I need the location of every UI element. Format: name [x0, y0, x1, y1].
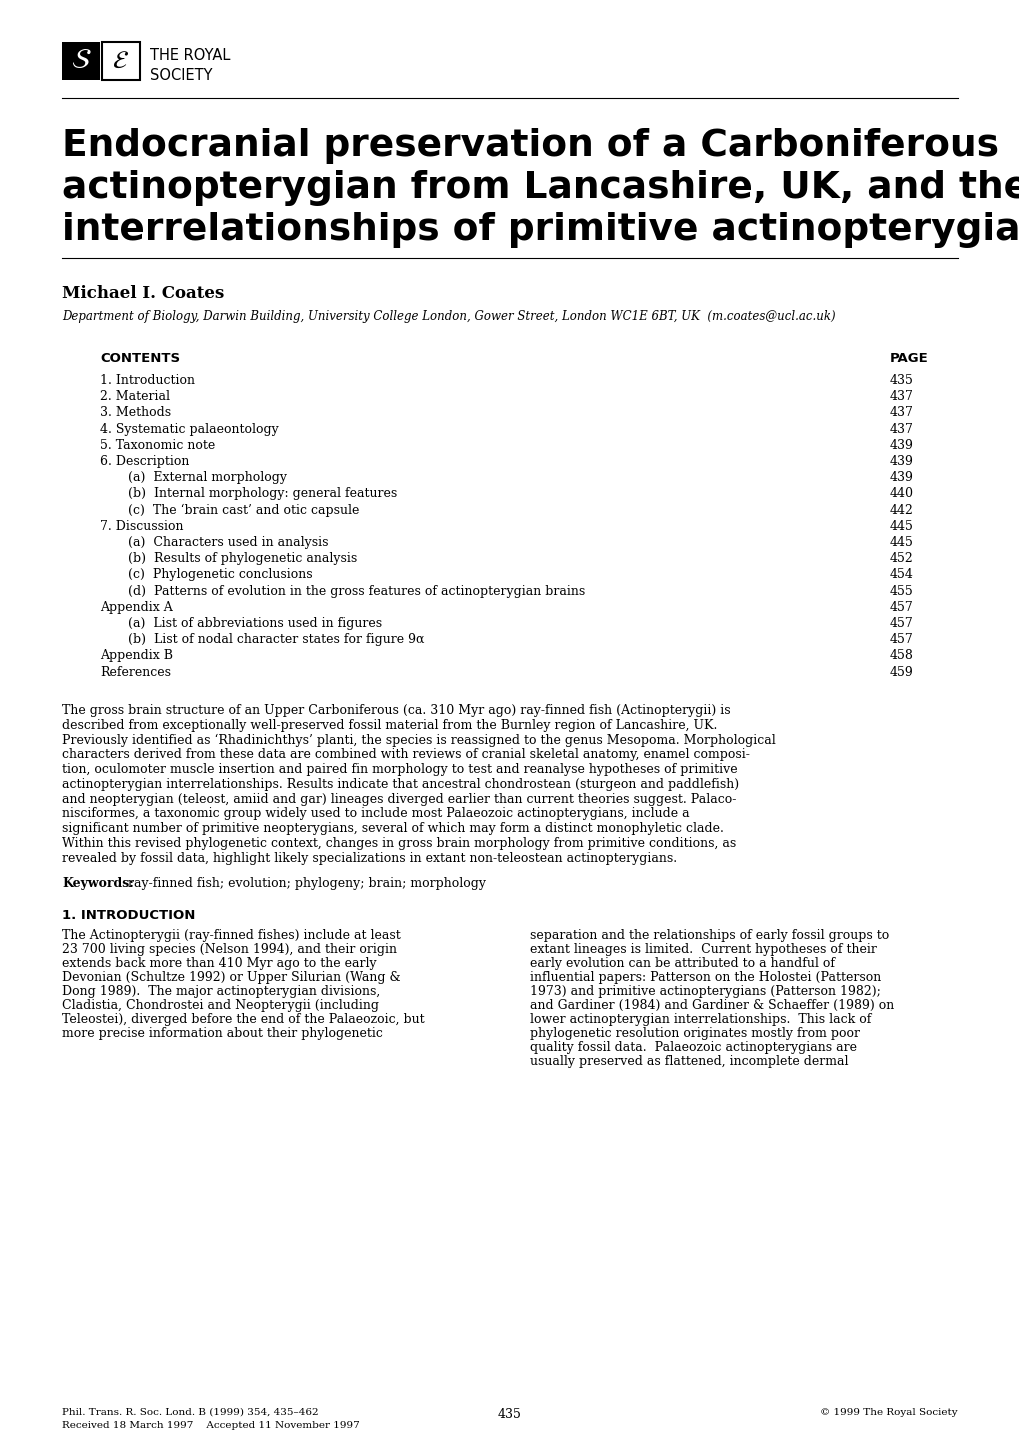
Text: actinopterygian from Lancashire, UK, and the: actinopterygian from Lancashire, UK, and… [62, 170, 1019, 206]
Text: 5. Taxonomic note: 5. Taxonomic note [100, 438, 215, 451]
Text: 459: 459 [890, 666, 913, 679]
Text: extant lineages is limited.  Current hypotheses of their: extant lineages is limited. Current hypo… [530, 943, 876, 956]
Text: (a)  List of abbreviations used in figures: (a) List of abbreviations used in figure… [127, 617, 382, 630]
Text: 437: 437 [890, 423, 913, 435]
Text: THE ROYAL: THE ROYAL [150, 49, 230, 63]
Text: more precise information about their phylogenetic: more precise information about their phy… [62, 1027, 382, 1040]
Text: and Gardiner (1984) and Gardiner & Schaeffer (1989) on: and Gardiner (1984) and Gardiner & Schae… [530, 999, 894, 1012]
Text: tion, oculomoter muscle insertion and paired fin morphology to test and reanalys: tion, oculomoter muscle insertion and pa… [62, 763, 737, 776]
Text: Received 18 March 1997    Accepted 11 November 1997: Received 18 March 1997 Accepted 11 Novem… [62, 1420, 360, 1430]
Text: nisciformes, a taxonomic group widely used to include most Palaeozoic actinopter: nisciformes, a taxonomic group widely us… [62, 808, 689, 820]
Text: influential papers: Patterson on the Holostei (Patterson: influential papers: Patterson on the Hol… [530, 970, 880, 983]
Text: Appendix A: Appendix A [100, 601, 172, 614]
Text: 457: 457 [890, 617, 913, 630]
Text: PAGE: PAGE [890, 352, 928, 365]
Text: 439: 439 [890, 472, 913, 485]
Text: 440: 440 [890, 487, 913, 500]
Text: The Actinopterygii (ray-finned fishes) include at least: The Actinopterygii (ray-finned fishes) i… [62, 929, 400, 942]
Text: extends back more than 410 Myr ago to the early: extends back more than 410 Myr ago to th… [62, 956, 376, 969]
Text: 454: 454 [890, 568, 913, 581]
Text: 445: 445 [890, 519, 913, 532]
Text: Keywords:: Keywords: [62, 877, 133, 890]
Text: (a)  Characters used in analysis: (a) Characters used in analysis [127, 536, 328, 549]
Text: early evolution can be attributed to a handful of: early evolution can be attributed to a h… [530, 956, 835, 969]
Text: phylogenetic resolution originates mostly from poor: phylogenetic resolution originates mostl… [530, 1027, 859, 1040]
Text: Devonian (Schultze 1992) or Upper Silurian (Wang &: Devonian (Schultze 1992) or Upper Siluri… [62, 970, 400, 983]
Text: Michael I. Coates: Michael I. Coates [62, 286, 224, 301]
Text: significant number of primitive neopterygians, several of which may form a disti: significant number of primitive neoptery… [62, 822, 723, 835]
Text: usually preserved as flattened, incomplete dermal: usually preserved as flattened, incomple… [530, 1054, 848, 1067]
Text: Phil. Trans. R. Soc. Lond. B (1999) 354, 435–462: Phil. Trans. R. Soc. Lond. B (1999) 354,… [62, 1407, 318, 1417]
Text: © 1999 The Royal Society: © 1999 The Royal Society [819, 1407, 957, 1417]
Text: lower actinopterygian interrelationships.  This lack of: lower actinopterygian interrelationships… [530, 1012, 870, 1025]
Text: 23 700 living species (Nelson 1994), and their origin: 23 700 living species (Nelson 1994), and… [62, 943, 396, 956]
Text: 442: 442 [890, 503, 913, 516]
Text: SOCIETY: SOCIETY [150, 68, 212, 82]
Text: (d)  Patterns of evolution in the gross features of actinopterygian brains: (d) Patterns of evolution in the gross f… [127, 584, 585, 597]
Text: revealed by fossil data, highlight likely specializations in extant non-teleoste: revealed by fossil data, highlight likel… [62, 852, 677, 865]
Text: 6. Description: 6. Description [100, 456, 190, 469]
Text: 455: 455 [890, 584, 913, 597]
Text: 457: 457 [890, 601, 913, 614]
Text: 2. Material: 2. Material [100, 391, 170, 404]
Text: $\mathcal{S}$: $\mathcal{S}$ [70, 48, 91, 75]
Text: The gross brain structure of an Upper Carboniferous (ca. 310 Myr ago) ray-finned: The gross brain structure of an Upper Ca… [62, 704, 730, 717]
Text: (b)  Internal morphology: general features: (b) Internal morphology: general feature… [127, 487, 396, 500]
Text: 439: 439 [890, 456, 913, 469]
Text: 457: 457 [890, 633, 913, 646]
Text: 3. Methods: 3. Methods [100, 407, 171, 420]
Text: ray-finned fish; evolution; phylogeny; brain; morphology: ray-finned fish; evolution; phylogeny; b… [124, 877, 485, 890]
Text: Department of Biology, Darwin Building, University College London, Gower Street,: Department of Biology, Darwin Building, … [62, 310, 835, 323]
Text: (a)  External morphology: (a) External morphology [127, 472, 286, 485]
Text: (c)  The ‘brain cast’ and otic capsule: (c) The ‘brain cast’ and otic capsule [127, 503, 359, 516]
Text: and neopterygian (teleost, amiid and gar) lineages diverged earlier than current: and neopterygian (teleost, amiid and gar… [62, 793, 736, 806]
Text: $\mathcal{E}$: $\mathcal{E}$ [112, 49, 129, 72]
Text: 1. INTRODUCTION: 1. INTRODUCTION [62, 908, 196, 921]
Text: Previously identified as ‘Rhadinichthys’ planti, the species is reassigned to th: Previously identified as ‘Rhadinichthys’… [62, 734, 775, 747]
Text: Dong 1989).  The major actinopterygian divisions,: Dong 1989). The major actinopterygian di… [62, 985, 380, 998]
Text: Teleostei), diverged before the end of the Palaeozoic, but: Teleostei), diverged before the end of t… [62, 1012, 424, 1025]
Text: 435: 435 [497, 1407, 522, 1420]
Text: Cladistia, Chondrostei and Neopterygii (including: Cladistia, Chondrostei and Neopterygii (… [62, 999, 379, 1012]
Text: CONTENTS: CONTENTS [100, 352, 180, 365]
Bar [62, 42, 100, 79]
Text: 7. Discussion: 7. Discussion [100, 519, 183, 532]
Text: (b)  List of nodal character states for figure 9α: (b) List of nodal character states for f… [127, 633, 424, 646]
Text: Appendix B: Appendix B [100, 649, 173, 662]
Text: 452: 452 [890, 552, 913, 565]
Text: 4. Systematic palaeontology: 4. Systematic palaeontology [100, 423, 278, 435]
Text: 437: 437 [890, 391, 913, 404]
Text: characters derived from these data are combined with reviews of cranial skeletal: characters derived from these data are c… [62, 748, 749, 761]
Text: quality fossil data.  Palaeozoic actinopterygians are: quality fossil data. Palaeozoic actinopt… [530, 1041, 856, 1054]
Text: 445: 445 [890, 536, 913, 549]
Text: (b)  Results of phylogenetic analysis: (b) Results of phylogenetic analysis [127, 552, 357, 565]
Text: 439: 439 [890, 438, 913, 451]
Text: 1973) and primitive actinopterygians (Patterson 1982);: 1973) and primitive actinopterygians (Pa… [530, 985, 880, 998]
Bar [102, 42, 140, 79]
Text: actinopterygian interrelationships. Results indicate that ancestral chondrostean: actinopterygian interrelationships. Resu… [62, 777, 739, 790]
Text: References: References [100, 666, 171, 679]
Text: 458: 458 [890, 649, 913, 662]
Text: Endocranial preservation of a Carboniferous: Endocranial preservation of a Carbonifer… [62, 128, 998, 164]
Text: 435: 435 [890, 373, 913, 386]
Text: interrelationships of primitive actinopterygians: interrelationships of primitive actinopt… [62, 212, 1019, 248]
Text: 437: 437 [890, 407, 913, 420]
Text: (c)  Phylogenetic conclusions: (c) Phylogenetic conclusions [127, 568, 312, 581]
Text: separation and the relationships of early fossil groups to: separation and the relationships of earl… [530, 929, 889, 942]
Text: 1. Introduction: 1. Introduction [100, 373, 195, 386]
Text: Within this revised phylogenetic context, changes in gross brain morphology from: Within this revised phylogenetic context… [62, 836, 736, 849]
Text: described from exceptionally well-preserved fossil material from the Burnley reg: described from exceptionally well-preser… [62, 718, 716, 731]
